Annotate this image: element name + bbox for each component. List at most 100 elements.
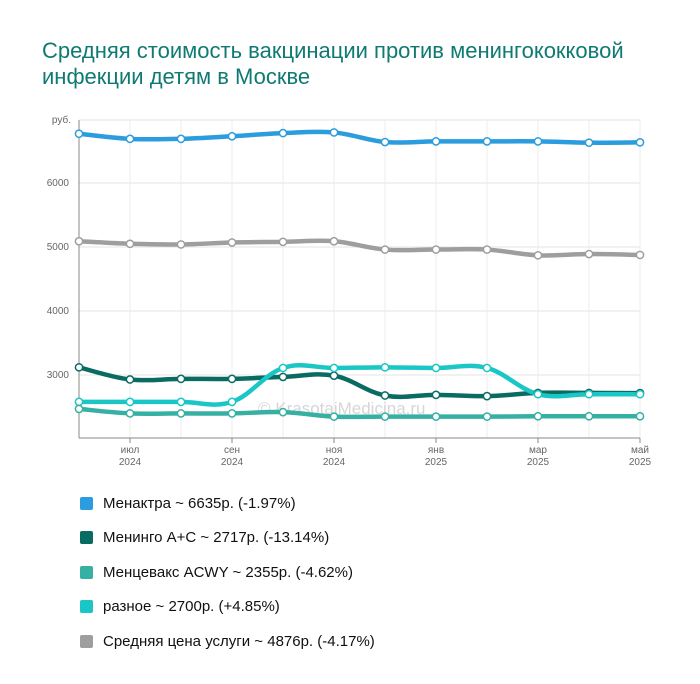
data-point[interactable] [74,397,84,407]
legend-swatch [80,565,93,579]
x-tick-year: 2024 [323,457,346,468]
legend-swatch [80,634,93,648]
data-point[interactable] [431,363,441,373]
data-point[interactable] [227,238,237,247]
data-point[interactable] [227,131,237,141]
y-tick-label: 6000 [47,178,70,189]
legend: Менактра ~ 6635р. (-1.97%) Менинго А+С ~… [80,486,375,659]
data-point[interactable] [533,411,543,421]
data-point[interactable] [482,245,492,254]
data-point[interactable] [278,363,288,373]
data-point[interactable] [125,375,135,384]
data-point[interactable] [74,362,84,372]
data-point[interactable] [533,137,543,146]
data-point[interactable] [176,374,186,384]
data-point[interactable] [635,389,645,399]
data-point[interactable] [431,412,441,421]
data-point[interactable] [635,411,645,421]
x-tick-month: ноя [326,445,343,456]
line-chart: 3000400050006000руб.июл2024сен2024ноя202… [47,114,652,468]
data-point[interactable] [278,407,288,417]
data-point[interactable] [584,389,594,399]
data-point[interactable] [431,245,441,254]
data-point[interactable] [74,404,84,414]
legend-item-raznoe[interactable]: разное ~ 2700р. (+4.85%) [80,590,375,625]
legend-label: Менцевакс ACWY ~ 2355р. (-4.62%) [103,563,353,581]
x-tick-year: 2025 [425,457,448,468]
data-point[interactable] [176,240,186,249]
data-point[interactable] [380,412,390,421]
grid-layer [78,119,641,438]
data-point[interactable] [380,362,390,372]
data-point[interactable] [176,134,186,144]
data-point[interactable] [482,412,492,421]
data-point[interactable] [482,363,492,373]
x-tick-month: сен [224,445,240,456]
data-point[interactable] [380,245,390,254]
x-tick-year: 2025 [527,457,550,468]
data-point[interactable] [584,249,594,259]
data-point[interactable] [584,138,594,148]
legend-label: Менинго А+С ~ 2717р. (-13.14%) [103,529,330,547]
data-point[interactable] [125,239,135,249]
x-tick-month: янв [428,445,444,456]
x-tick-year: 2024 [119,457,142,468]
x-tick-year: 2025 [629,457,652,468]
legend-label: Средняя цена услуги ~ 4876р. (-4.17%) [103,632,375,650]
y-tick-label: 5000 [47,242,70,253]
points-layer [74,128,645,421]
series-line-менинго-а-с [76,365,643,400]
data-point[interactable] [635,250,645,260]
data-point[interactable] [74,129,84,139]
data-point[interactable] [329,363,339,373]
legend-item-meningo-ac[interactable]: Менинго А+С ~ 2717р. (-13.14%) [80,521,375,556]
data-point[interactable] [227,374,237,384]
data-point[interactable] [74,236,84,246]
legend-label: Менактра ~ 6635р. (-1.97%) [103,494,296,512]
data-point[interactable] [278,237,288,247]
data-point[interactable] [125,397,135,407]
data-point[interactable] [482,137,492,146]
y-unit-label: руб. [52,114,71,126]
data-point[interactable] [329,236,339,246]
data-point[interactable] [278,128,288,138]
legend-swatch [80,531,93,545]
data-point[interactable] [329,128,339,137]
legend-item-mencevax[interactable]: Менцевакс ACWY ~ 2355р. (-4.62%) [80,555,375,590]
legend-swatch [80,496,93,510]
data-point[interactable] [431,137,441,146]
data-point[interactable] [125,409,135,418]
data-point[interactable] [584,411,594,421]
y-tick-label: 4000 [47,306,70,317]
legend-item-average[interactable]: Средняя цена услуги ~ 4876р. (-4.17%) [80,624,375,659]
chart-title: Средняя стоимость вакцинации против мени… [42,38,624,89]
series-layer [76,129,643,420]
data-point[interactable] [176,397,186,407]
x-tick-month: мар [529,445,547,456]
data-point[interactable] [278,372,288,382]
data-point[interactable] [431,390,441,400]
data-point[interactable] [227,409,237,418]
data-point[interactable] [227,397,237,407]
series-line-менактра [76,129,643,145]
legend-label: разное ~ 2700р. (+4.85%) [103,598,280,616]
x-tick-month: июл [121,445,140,456]
data-point[interactable] [125,134,135,144]
series-line-средняя-цена-услуги [76,238,643,258]
data-point[interactable] [533,389,543,399]
legend-swatch [80,600,93,614]
data-point[interactable] [380,137,390,147]
data-point[interactable] [533,250,543,260]
data-point[interactable] [176,409,186,418]
data-point[interactable] [329,371,339,380]
legend-item-menactra[interactable]: Менактра ~ 6635р. (-1.97%) [80,486,375,521]
data-point[interactable] [380,391,390,400]
y-tick-label: 3000 [47,370,70,381]
axis-layer: 3000400050006000руб.июл2024сен2024ноя202… [47,114,652,468]
data-point[interactable] [329,412,339,421]
series-line-менцевакс-acwy [76,406,643,420]
data-point[interactable] [635,138,645,147]
data-point[interactable] [482,391,492,401]
x-tick-year: 2024 [221,457,244,468]
x-tick-month: май [631,445,649,456]
